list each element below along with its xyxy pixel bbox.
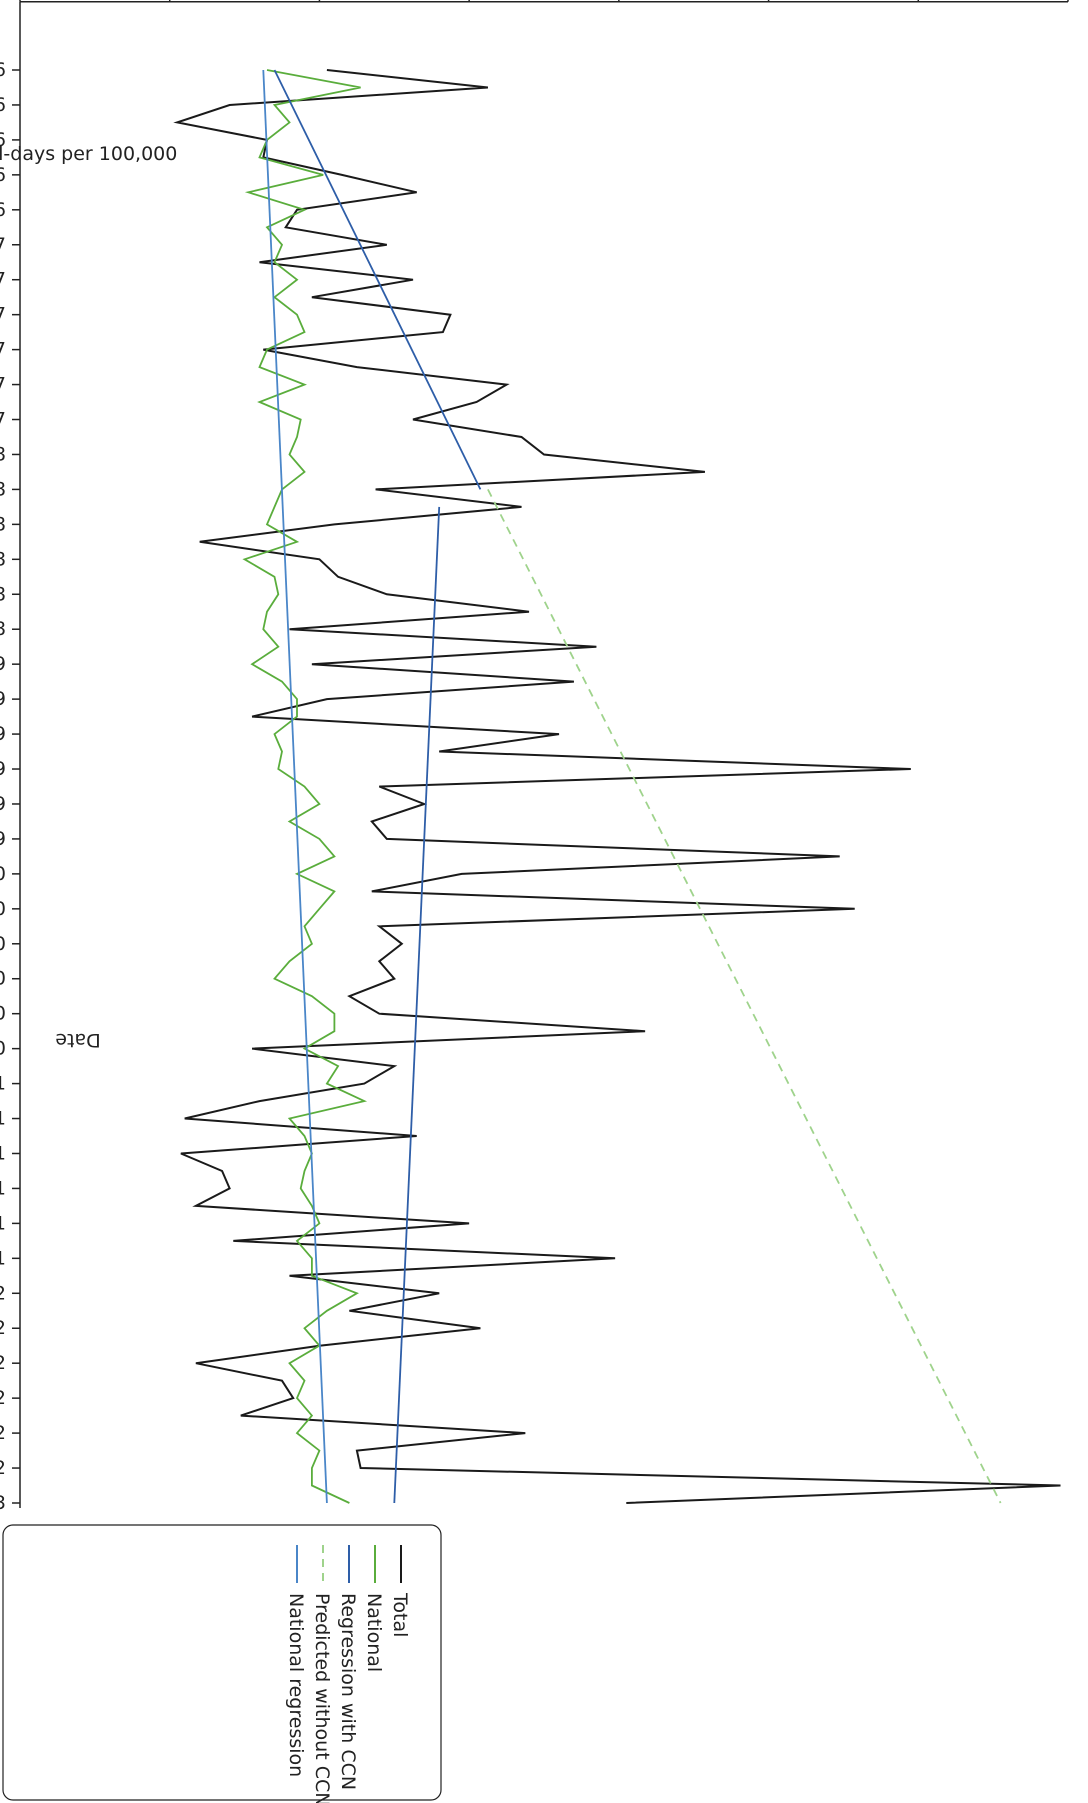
x-tick-label: August 2010: [0, 968, 6, 990]
x-tick-label: August 2009: [0, 758, 6, 780]
x-tick-label: June 2010: [0, 933, 6, 955]
legend-label: Regression with CCN: [337, 1593, 359, 1790]
x-tick-label: April 2006: [0, 59, 6, 81]
x-tick-label: October 2012: [0, 1422, 6, 1444]
x-tick-label: December 2010: [0, 1038, 6, 1060]
x-tick-label: October 2007: [0, 374, 6, 396]
x-tick-label: August 2007: [0, 339, 6, 361]
x-tick-label: April 2011: [0, 1108, 6, 1130]
x-tick-label: February 2009: [0, 653, 6, 675]
x-tick-label: April 2010: [0, 898, 6, 920]
series-line: [393, 506, 441, 1504]
x-tick-label: December 2011: [0, 1247, 6, 1269]
x-tick-label: December 2012: [0, 1457, 6, 1479]
x-tick-label: August 2012: [0, 1387, 6, 1409]
x-tick-label: December 2006: [0, 199, 6, 221]
series-line: [273, 69, 482, 490]
x-tick-label: February 2007: [0, 234, 6, 256]
series-layer: [173, 69, 1061, 1504]
x-tick-label: June 2012: [0, 1352, 6, 1374]
x-tick-label: June 2008: [0, 513, 6, 535]
x-tick-label: June 2009: [0, 723, 6, 745]
x-tick-label: April 2008: [0, 478, 6, 500]
x-tick-label: April 2007: [0, 269, 6, 291]
series-line: [173, 69, 1061, 1504]
x-tick-label: February 2010: [0, 863, 6, 885]
x-tick-label: December 2009: [0, 828, 6, 850]
x-tick-label: August 2011: [0, 1177, 6, 1199]
legend-label: National regression: [285, 1593, 307, 1777]
x-tick-label: October 2006: [0, 164, 6, 186]
x-tick-label: April 2012: [0, 1317, 6, 1339]
x-tick-label: February 2008: [0, 443, 6, 465]
series-line: [487, 488, 1002, 1504]
x-tick-label: June 2011: [0, 1142, 6, 1164]
x-axis-ticks: April 2006 June 2006 August 2006 October 20…: [0, 59, 20, 1514]
x-tick-label: December 2008: [0, 618, 6, 640]
x-tick-label: August 2008: [0, 548, 6, 570]
legend-label: Predicted without CCN: [311, 1593, 333, 1803]
x-axis-title: Date: [55, 1029, 100, 1051]
x-tick-label: April 2009: [0, 688, 6, 710]
x-tick-label: October 2011: [0, 1212, 6, 1234]
x-tick-label: February 2013: [0, 1492, 6, 1514]
legend-box: [2, 1524, 442, 1801]
x-tick-label: February 2011: [0, 1073, 6, 1095]
y-axis-ticks: 0200400600800100012001400: [19, 0, 1069, 2]
x-tick-label: February 2012: [0, 1282, 6, 1304]
series-line: [262, 69, 328, 1504]
x-tick-label: June 2007: [0, 304, 6, 326]
x-tick-label: October 2010: [0, 1003, 6, 1025]
x-tick-label: October 2008: [0, 583, 6, 605]
x-tick-label: August 2006: [0, 129, 6, 151]
legend-label: National: [363, 1593, 385, 1672]
x-tick-label: June 2006: [0, 94, 6, 116]
x-tick-label: December 2007: [0, 409, 6, 431]
y-axis-title: Bed-days per 100,000: [0, 143, 177, 165]
legend-label: Total: [389, 1592, 411, 1637]
x-tick-label: October 2009: [0, 793, 6, 815]
series-line: [242, 69, 368, 1504]
